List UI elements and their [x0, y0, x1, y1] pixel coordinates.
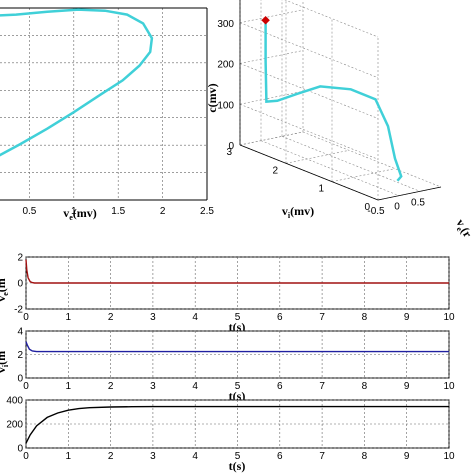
- x-tick-label: 6: [277, 312, 283, 323]
- x-tick-label: 0: [23, 451, 29, 462]
- start-point-marker: [261, 16, 270, 25]
- vi-axis: [239, 144, 379, 201]
- x-tick-label: 10: [443, 312, 455, 323]
- ve-tick-label: 0: [394, 202, 400, 213]
- x-tick-label: 5: [235, 381, 241, 392]
- x-tick-label: 2: [160, 206, 166, 217]
- z-axis-label: c(mv): [205, 83, 219, 112]
- ve-tick-label: -0.5: [367, 206, 385, 217]
- grid-line: [302, 131, 442, 188]
- y-axis-label: vi(m: [0, 351, 10, 373]
- vi-tick-label: 3: [226, 147, 232, 158]
- x-tick-label: 0: [23, 312, 29, 323]
- series-line: [25, 405, 449, 444]
- x-tick-label: 2.5: [200, 206, 214, 217]
- ve-tick-label: 0.5: [411, 197, 425, 208]
- x-tick-label: 7: [319, 451, 325, 462]
- trajectory-3d-plot: 01002003004003210-0.500.5c(mv)vi(mv)ve(r: [205, 0, 474, 242]
- x-tick-label: 1: [66, 381, 72, 392]
- y-tick-label: 0: [17, 374, 23, 385]
- x-tick-label: 2: [108, 381, 114, 392]
- z-tick-label: 0: [228, 141, 234, 152]
- x-tick-label: 8: [362, 381, 368, 392]
- phase-trajectory-line: [0, 8, 154, 157]
- x-tick-label: 10: [443, 451, 455, 462]
- x-tick-label: 3: [150, 381, 156, 392]
- series-line: [25, 341, 449, 353]
- grid-line: [239, 63, 379, 119]
- y-tick-label: 2: [17, 253, 23, 264]
- z-tick-label: 100: [217, 100, 234, 111]
- x-tick-label: 8: [362, 451, 368, 462]
- vi-tick-label: 1: [318, 184, 324, 195]
- x-axis-label: ve(mv): [63, 206, 97, 222]
- x-tick-label: 5: [235, 312, 241, 323]
- grid-line: [281, 136, 421, 192]
- grid-line: [260, 140, 400, 196]
- x-tick-label: 0: [23, 381, 29, 392]
- x-tick-label: 2: [108, 312, 114, 323]
- y-tick-label: -2: [14, 305, 23, 316]
- grid-line: [239, 9, 304, 24]
- y-tick-label: 400: [6, 396, 23, 407]
- y-tick-label: 0: [17, 279, 23, 290]
- grid-line: [239, 103, 379, 160]
- x-tick-label: 7: [319, 312, 325, 323]
- grid-line: [239, 90, 304, 105]
- grid-line: [285, 150, 350, 164]
- x-tick-label: 6: [277, 381, 283, 392]
- x-tick-label: 10: [443, 381, 455, 392]
- vi-axis-label: vi(mv): [282, 204, 314, 220]
- ve-axis: [377, 186, 442, 201]
- x-tick-label: 4: [192, 381, 198, 392]
- y-tick-label: 200: [6, 420, 23, 431]
- c-time-plot: 0 1 2 3 4 5 6 7 8 9 10 400 200 0 t(s): [6, 396, 455, 474]
- x-tick-label: 8: [362, 312, 368, 323]
- z-tick-label: 200: [217, 60, 234, 71]
- x-tick-label: 1: [66, 451, 72, 462]
- vi-tick-label: 0: [364, 202, 370, 213]
- series-line: [25, 259, 449, 284]
- plot-area: [0, 8, 207, 200]
- x-tick-label: 7: [319, 381, 325, 392]
- grid-line: [331, 168, 396, 182]
- x-tick-label: 6: [277, 451, 283, 462]
- grid-line: [239, 22, 379, 79]
- grid-line: [239, 131, 304, 146]
- plot-frame: [25, 330, 450, 379]
- x-tick-label: 5: [235, 451, 241, 462]
- x-tick-label: 9: [404, 381, 410, 392]
- x-tick-label: 4: [192, 451, 198, 462]
- ve-axis-label: ve(r: [452, 217, 474, 242]
- x-tick-label: 4: [192, 312, 198, 323]
- z-tick-label: 300: [217, 19, 234, 30]
- y-axis-label: ve(m: [0, 278, 10, 302]
- x-tick-label: 3: [150, 312, 156, 323]
- x-tick-label: 2: [108, 451, 114, 462]
- vi-tick-label: 2: [272, 165, 278, 176]
- x-tick-label: 3: [150, 451, 156, 462]
- y-tick-label: 2: [17, 350, 23, 361]
- x-tick-label: 1.5: [111, 206, 125, 217]
- x-tick-label: 1: [71, 206, 77, 217]
- x-tick-label: 9: [404, 312, 410, 323]
- grid-line: [239, 50, 304, 64]
- x-tick-label: 1: [66, 312, 72, 323]
- phase-plot-ve-vi: 0.5 1 1.5 2 2.5 ve(mv): [0, 7, 214, 222]
- x-axis-label: t(s): [229, 459, 246, 473]
- x-tick-label: 0.5: [22, 206, 36, 217]
- x-tick-label: 9: [404, 451, 410, 462]
- y-tick-label: 4: [17, 327, 23, 338]
- 3d-trajectory-line: [264, 20, 403, 182]
- y-tick-label: 0: [17, 444, 23, 455]
